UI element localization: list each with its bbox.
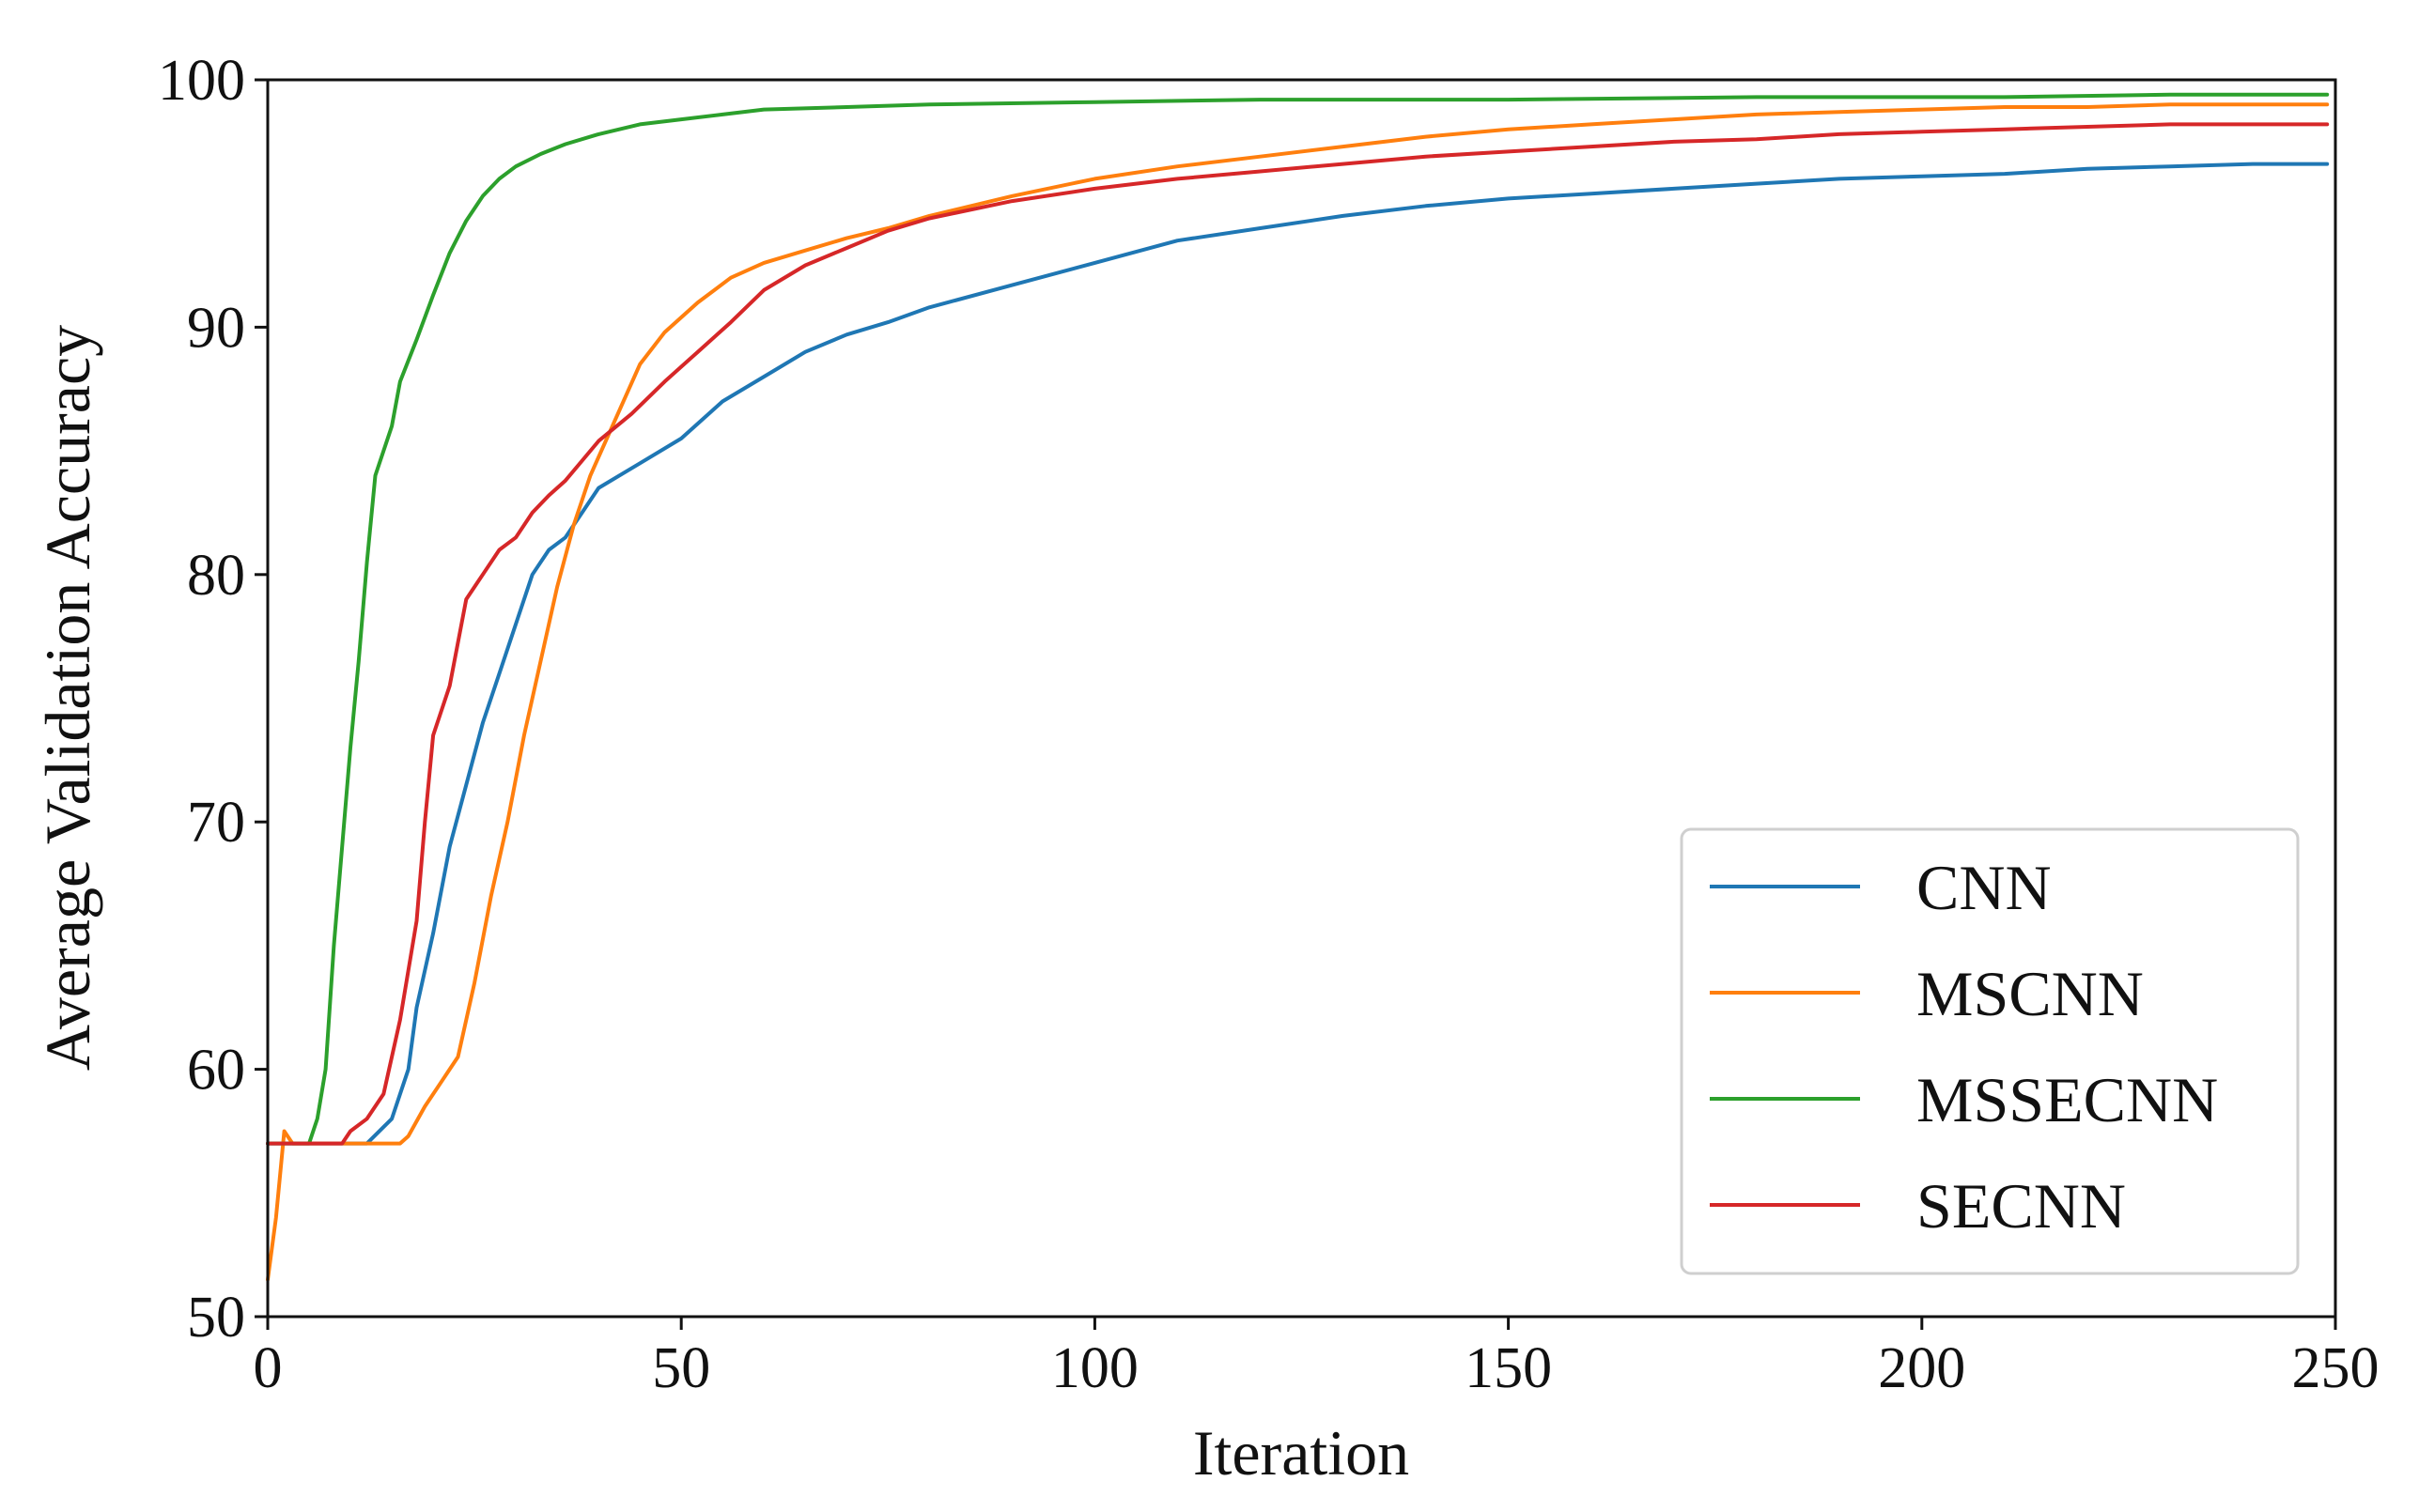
y-tick-label-90: 90 xyxy=(187,296,245,360)
legend-box xyxy=(1680,827,2300,1275)
plot-frame xyxy=(266,78,2337,1319)
x-axis: 0 50 100 150 200 250 xyxy=(254,1317,2380,1400)
series-line-cnn xyxy=(266,162,2330,1146)
legend-label-mscnn: MSCNN xyxy=(1916,958,2144,1029)
y-tick-label-50: 50 xyxy=(187,1286,245,1350)
x-tick-label-0: 0 xyxy=(254,1336,283,1400)
series-line-mssecnn xyxy=(266,92,2330,1146)
y-tick-label-60: 60 xyxy=(187,1039,245,1103)
y-tick-label-80: 80 xyxy=(187,544,245,608)
x-tick-label-50: 50 xyxy=(652,1336,710,1400)
x-tick-label-200: 200 xyxy=(1878,1336,1965,1400)
legend-label-cnn: CNN xyxy=(1916,852,2052,923)
y-tick-label-100: 100 xyxy=(158,49,245,113)
legend-label-mssecnn: MSSECNN xyxy=(1916,1064,2218,1135)
y-axis-title: Average Validation Accuracy xyxy=(32,325,103,1071)
y-tick-label-70: 70 xyxy=(187,791,245,855)
x-tick-label-150: 150 xyxy=(1465,1336,1552,1400)
series-line-mscnn xyxy=(266,102,2330,1282)
series-line-secnn xyxy=(266,122,2330,1146)
y-axis: 50 60 70 80 90 100 xyxy=(158,49,268,1350)
x-axis-title: Iteration xyxy=(1193,1417,1409,1489)
legend: CNN MSCNN MSSECNN SECNN xyxy=(1680,827,2300,1275)
x-tick-label-250: 250 xyxy=(2292,1336,2380,1400)
plot-lines xyxy=(266,92,2330,1282)
legend-label-secnn: SECNN xyxy=(1916,1170,2126,1242)
x-tick-label-100: 100 xyxy=(1051,1336,1139,1400)
